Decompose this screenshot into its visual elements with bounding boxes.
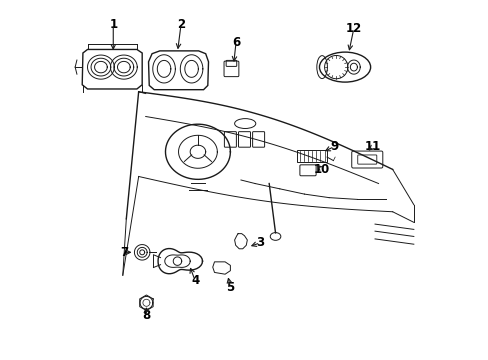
Text: 4: 4 (191, 274, 199, 287)
Text: 6: 6 (231, 36, 240, 49)
Text: 12: 12 (345, 22, 361, 35)
Text: 7: 7 (120, 246, 128, 259)
Text: 5: 5 (226, 281, 234, 294)
Text: 9: 9 (330, 140, 338, 153)
Text: 10: 10 (313, 163, 329, 176)
Text: 8: 8 (142, 309, 150, 322)
Text: 3: 3 (256, 236, 264, 249)
Text: 1: 1 (109, 18, 117, 31)
Text: 2: 2 (177, 18, 184, 31)
Text: 11: 11 (365, 140, 381, 153)
